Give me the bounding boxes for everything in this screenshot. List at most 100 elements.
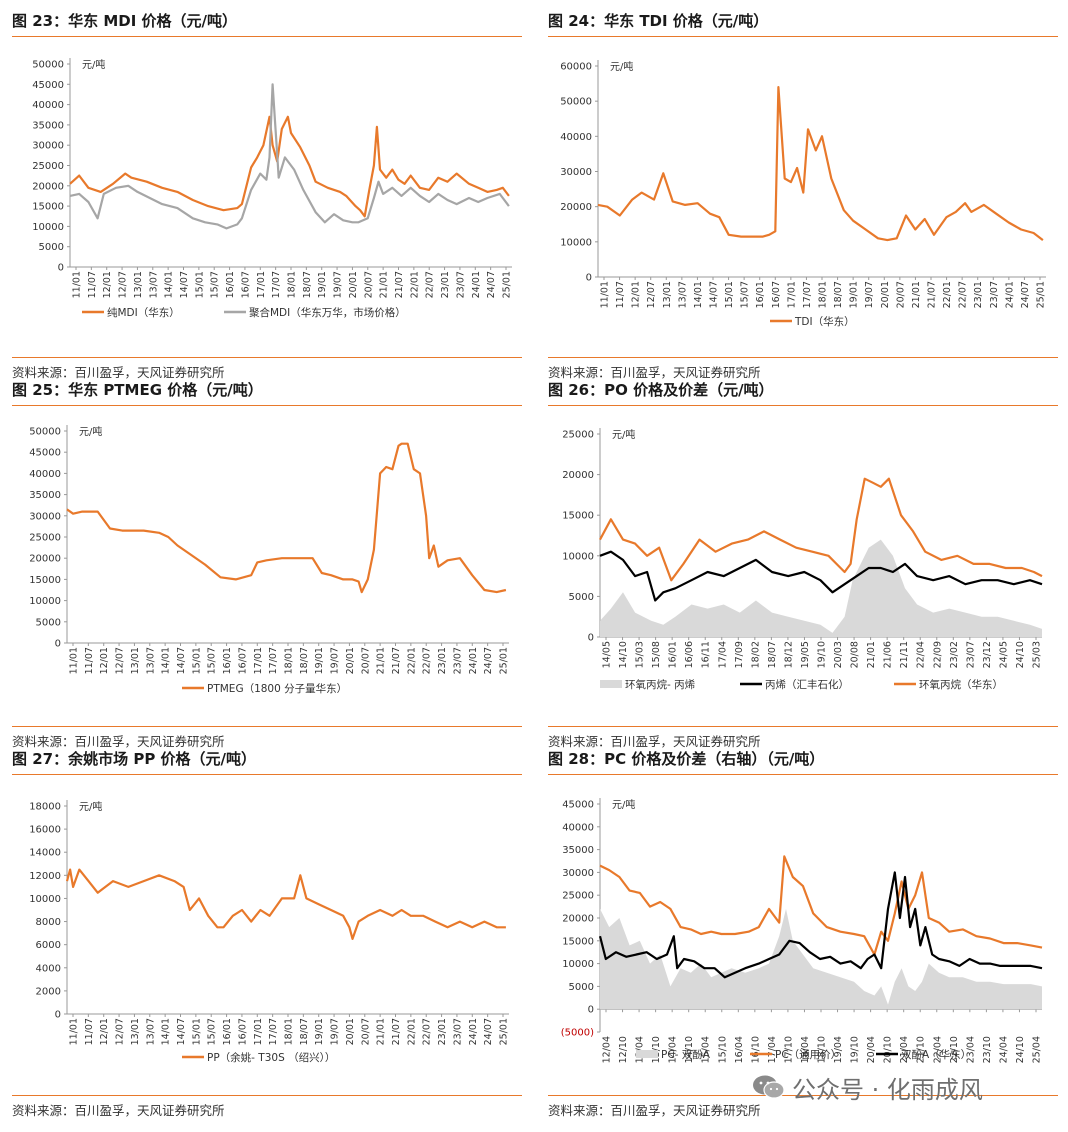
panel-pp: 图 27：余姚市场 PP 价格（元/吨） 0 2000 4000 6000 8000 10… [12, 742, 522, 1118]
x-tick-label: 21/07 [391, 1018, 402, 1045]
y-tick-label: 30000 [560, 167, 592, 178]
x-tick-label: 14/10 [684, 1036, 695, 1063]
x-tick-label: 19/07 [864, 281, 875, 308]
x-tick-label: 17/01 [253, 647, 264, 674]
x-tick-label: 13/07 [677, 281, 688, 308]
y-tick-label: 20000 [32, 181, 64, 192]
legend-label: PTMEG（1800 分子量华东） [207, 682, 347, 695]
legend-label: PC（通用价） [775, 1049, 841, 1061]
y-tick-label: 0 [588, 1005, 594, 1016]
x-tick-label: 23/02 [949, 641, 960, 668]
x-tick-label: 11/01 [69, 1018, 80, 1045]
source-note: 资料来源：百川盈孚，天风证券研究所 [548, 1103, 761, 1118]
y-tick-label: 15000 [562, 936, 594, 947]
x-tick-label: 19/07 [330, 1018, 341, 1045]
x-tick-label: 23/01 [437, 647, 448, 674]
y-tick-label: 10000 [32, 222, 64, 233]
x-tick-label: 19/07 [330, 647, 341, 674]
x-tick-label: 18/10 [817, 1036, 828, 1063]
x-tick-label: 21/01 [379, 271, 390, 298]
x-tick-label: 21/11 [899, 641, 910, 668]
x-tick-label: 22/01 [406, 647, 417, 674]
x-tick-label: 18/01 [818, 281, 829, 308]
x-tick-label: 16/06 [684, 641, 695, 668]
y-tick-label: 5000 [36, 617, 61, 628]
x-tick-label: 17/01 [256, 271, 267, 298]
legend-label: 纯MDI（华东） [107, 306, 180, 319]
watermark-label: 公众号 · 化雨成风 [792, 1076, 983, 1104]
legend-label: TDI（华东） [794, 315, 855, 328]
x-tick-label: 20/04 [866, 1036, 877, 1063]
series-line [65, 868, 506, 940]
source-rule [12, 1095, 522, 1096]
panel-po: 图 26：PO 价格及价差（元/吨） 0 5000 10000 15000 20000 2… [548, 373, 1058, 749]
x-tick-label: 16/07 [237, 647, 248, 674]
x-tick-label: 18/07 [299, 1018, 310, 1045]
x-tick-label: 22/01 [942, 281, 953, 308]
x-tick-label: 20/01 [345, 647, 356, 674]
x-tick-label: 16/07 [240, 271, 251, 298]
y-tick-label: 40000 [560, 132, 592, 143]
series-line [599, 550, 1043, 602]
source-rule [548, 357, 1058, 358]
x-tick-label: 22/01 [406, 1018, 417, 1045]
y-tick-label: 5000 [569, 592, 594, 603]
y-tick-label: 35000 [29, 490, 61, 501]
x-tick-label: 22/04 [916, 641, 927, 668]
y-tick-label: 16000 [29, 825, 61, 836]
x-tick-label: 19/01 [317, 271, 328, 298]
series-area [600, 539, 1042, 637]
x-tick-label: 15/01 [194, 271, 205, 298]
series-line [597, 86, 1044, 242]
x-tick-label: 14/07 [709, 281, 720, 308]
source-note: 资料来源：百川盈孚，天风证券研究所 [12, 1103, 225, 1118]
x-tick-label: 16/01 [755, 281, 766, 308]
x-tick-label: 20/10 [883, 1036, 894, 1063]
x-tick-label: 16/11 [701, 641, 712, 668]
x-tick-label: 19/07 [333, 271, 344, 298]
x-tick-label: 18/07 [833, 281, 844, 308]
source-note: 资料来源：百川盈孚，天风证券研究所 [12, 365, 225, 380]
x-tick-label: 15/03 [635, 641, 646, 668]
x-tick-label: 17/04 [767, 1036, 778, 1063]
x-tick-label: 23/07 [452, 1018, 463, 1045]
y-tick-label: 40000 [562, 822, 594, 833]
x-tick-label: 24/07 [486, 271, 497, 298]
x-tick-label: 14/01 [161, 1018, 172, 1045]
series-area [600, 908, 1042, 1010]
legend-label: PC- 双酚A [661, 1049, 711, 1061]
x-tick-label: 15/04 [701, 1036, 712, 1063]
unit-label: 元/吨 [82, 58, 105, 71]
y-tick-label: 45000 [562, 800, 594, 811]
x-tick-label: 15/08 [651, 641, 662, 668]
x-tick-label: 20/07 [895, 281, 906, 308]
x-tick-label: 14/01 [164, 271, 175, 298]
y-tick-label: 10000 [29, 596, 61, 607]
y-tick-label: 20000 [562, 914, 594, 925]
x-tick-label: 18/04 [800, 1036, 811, 1063]
chart-mdi: 0 5000 10000 15000 20000 25000 30000 35000 40000… [32, 58, 513, 319]
x-tick-label: 18/01 [284, 647, 295, 674]
panel-mdi: 图 23：华东 MDI 价格（元/吨） 0 5000 10000 15000 20000… [12, 4, 522, 380]
x-tick-label: 14/05 [602, 641, 613, 668]
x-tick-label: 20/03 [833, 641, 844, 668]
source-rule [548, 1095, 1058, 1096]
y-tick-label: 0 [586, 273, 592, 284]
title-rule [548, 36, 1058, 37]
x-tick-label: 25/01 [499, 647, 510, 674]
y-tick-label: 25000 [562, 891, 594, 902]
x-tick-label: 23/07 [452, 647, 463, 674]
chart-pc: (5000) 0 5000 10000 15000 20000 25000 30000 3500… [561, 798, 1043, 1063]
y-tick-label: 45000 [32, 80, 64, 91]
y-tick-label: 10000 [560, 237, 592, 248]
y-tick-label: 5000 [39, 242, 64, 253]
y-tick-label: 15000 [29, 575, 61, 586]
y-tick-label: 40000 [29, 469, 61, 480]
x-tick-label: 21/01 [376, 1018, 387, 1045]
series-line [69, 83, 510, 230]
legend-label: 环氧丙烷（华东） [919, 678, 1003, 691]
y-tick-label: 14000 [29, 848, 61, 859]
y-tick-label: 30000 [32, 141, 64, 152]
x-tick-label: 12/10 [618, 1036, 629, 1063]
y-tick-label: 25000 [562, 430, 594, 441]
